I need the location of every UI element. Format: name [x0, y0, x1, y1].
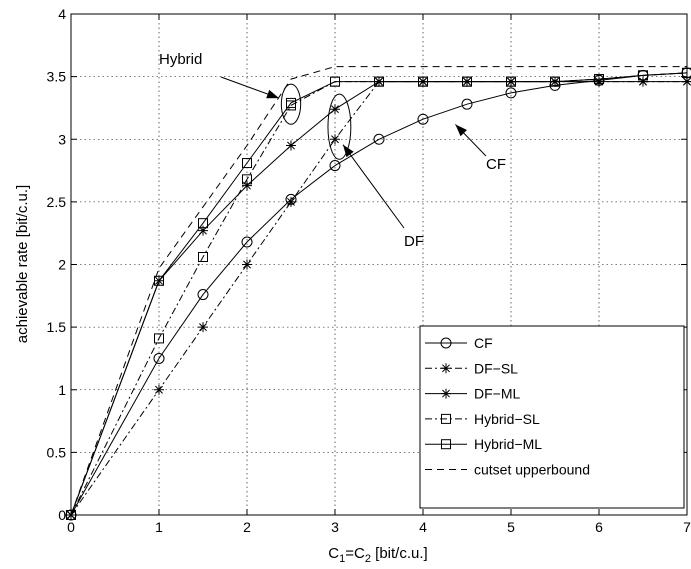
highlight-ellipse	[327, 93, 352, 160]
data-point	[242, 174, 252, 185]
y-tick-label: 2	[58, 257, 66, 273]
x-tick-label: 4	[419, 519, 427, 535]
legend-label: CF	[474, 335, 493, 351]
annotation-arrowhead	[343, 144, 354, 158]
legend-label: Hybrid−SL	[474, 411, 540, 427]
data-point	[594, 76, 604, 87]
legend-item-df-ml: DF−ML	[425, 386, 521, 402]
data-point	[594, 74, 604, 85]
series-layer	[65, 66, 691, 521]
highlight-ellipse	[280, 83, 302, 125]
y-axis-label: achievable rate [bit/c.u.]	[14, 185, 31, 343]
data-point	[462, 76, 472, 87]
legend-label: DF−ML	[474, 386, 521, 402]
y-tick-label: 1	[58, 382, 66, 398]
data-point	[153, 352, 165, 364]
data-point	[242, 259, 252, 270]
x-tick-label: 5	[507, 519, 515, 535]
data-point	[242, 180, 252, 191]
data-point	[506, 76, 516, 87]
x-tick-label: 6	[595, 519, 603, 535]
data-point	[330, 104, 340, 115]
data-point	[286, 196, 296, 207]
legend-marker	[441, 388, 451, 399]
data-point	[154, 384, 164, 395]
annotation-df: DF	[404, 233, 424, 250]
data-point	[198, 225, 208, 236]
data-point	[286, 140, 296, 151]
data-point	[241, 236, 253, 248]
tick-marks	[70, 13, 688, 516]
annotation-arrow-line	[342, 144, 405, 229]
x-tick-label: 1	[155, 519, 163, 535]
legend-item-hybrid-sl: Hybrid−SL	[425, 411, 540, 427]
annotation-cf: CF	[486, 156, 506, 173]
y-tick-label: 0	[58, 507, 66, 523]
annotation-arrowhead	[266, 89, 279, 99]
data-point	[329, 160, 341, 172]
data-point	[418, 76, 428, 87]
x-axis-label-sub2: 2	[365, 553, 371, 565]
x-axis-label: C1=C2 [bit/c.u.]	[328, 545, 427, 565]
series-line-hybrid-ml	[70, 72, 688, 516]
y-tick-label: 0.5	[47, 444, 67, 460]
legend-marker	[441, 439, 451, 450]
legend-box	[419, 325, 685, 509]
legend-item-cf: CF	[425, 335, 493, 351]
x-tick-labels: 0 1 2 3 4 5 6 7	[67, 519, 691, 535]
x-tick-label: 7	[683, 519, 691, 535]
data-point	[638, 70, 648, 81]
data-point	[197, 289, 209, 301]
annotation-hybrid: Hybrid	[159, 51, 202, 68]
legend-label: DF−SL	[474, 360, 518, 376]
data-point	[417, 113, 429, 125]
legend: CF DF−SL DF−ML Hybrid−SL Hybrid−ML cutset upp…	[419, 325, 685, 509]
x-tick-label: 3	[331, 519, 339, 535]
annotation-arrowhead	[455, 124, 467, 137]
data-point	[330, 76, 340, 87]
series-line-cutset-upperbound	[70, 66, 687, 516]
series-line-df-sl	[70, 81, 687, 516]
y-tick-label: 3	[58, 131, 66, 147]
data-point	[242, 158, 252, 169]
y-tick-label: 1.5	[47, 319, 67, 335]
data-point	[638, 76, 648, 87]
data-point	[505, 87, 517, 99]
data-point	[550, 76, 560, 87]
legend-marker	[441, 363, 451, 374]
data-point	[286, 97, 296, 108]
y-tick-label: 2.5	[47, 194, 67, 210]
annotations-layer: Hybrid DF CF	[159, 51, 506, 250]
series-cutset-upperbound	[70, 66, 687, 516]
data-point	[154, 275, 164, 286]
legend-marker	[441, 413, 451, 424]
data-point	[198, 322, 208, 333]
y-tick-label: 3.5	[47, 69, 67, 85]
x-tick-label: 2	[243, 519, 251, 535]
data-point	[198, 218, 208, 229]
legend-item-cutset-upperbound: cutset upperbound	[425, 462, 590, 478]
data-point	[461, 98, 473, 110]
x-axis-label-sub1: 1	[339, 553, 345, 565]
data-point	[374, 76, 384, 87]
legend-item-df-sl: DF−SL	[425, 360, 518, 376]
data-point	[373, 133, 385, 145]
legend-marker	[440, 337, 452, 349]
legend-label: Hybrid−ML	[474, 436, 542, 452]
y-tick-labels: 0 0.5 1 1.5 2 2.5 3 3.5 4	[47, 6, 67, 523]
data-point	[154, 333, 164, 344]
data-point	[330, 134, 340, 145]
data-point	[198, 251, 208, 262]
y-tick-label: 4	[58, 6, 66, 22]
legend-label: cutset upperbound	[474, 462, 590, 478]
x-tick-label: 0	[67, 519, 75, 535]
legend-item-hybrid-ml: Hybrid−ML	[425, 436, 542, 452]
